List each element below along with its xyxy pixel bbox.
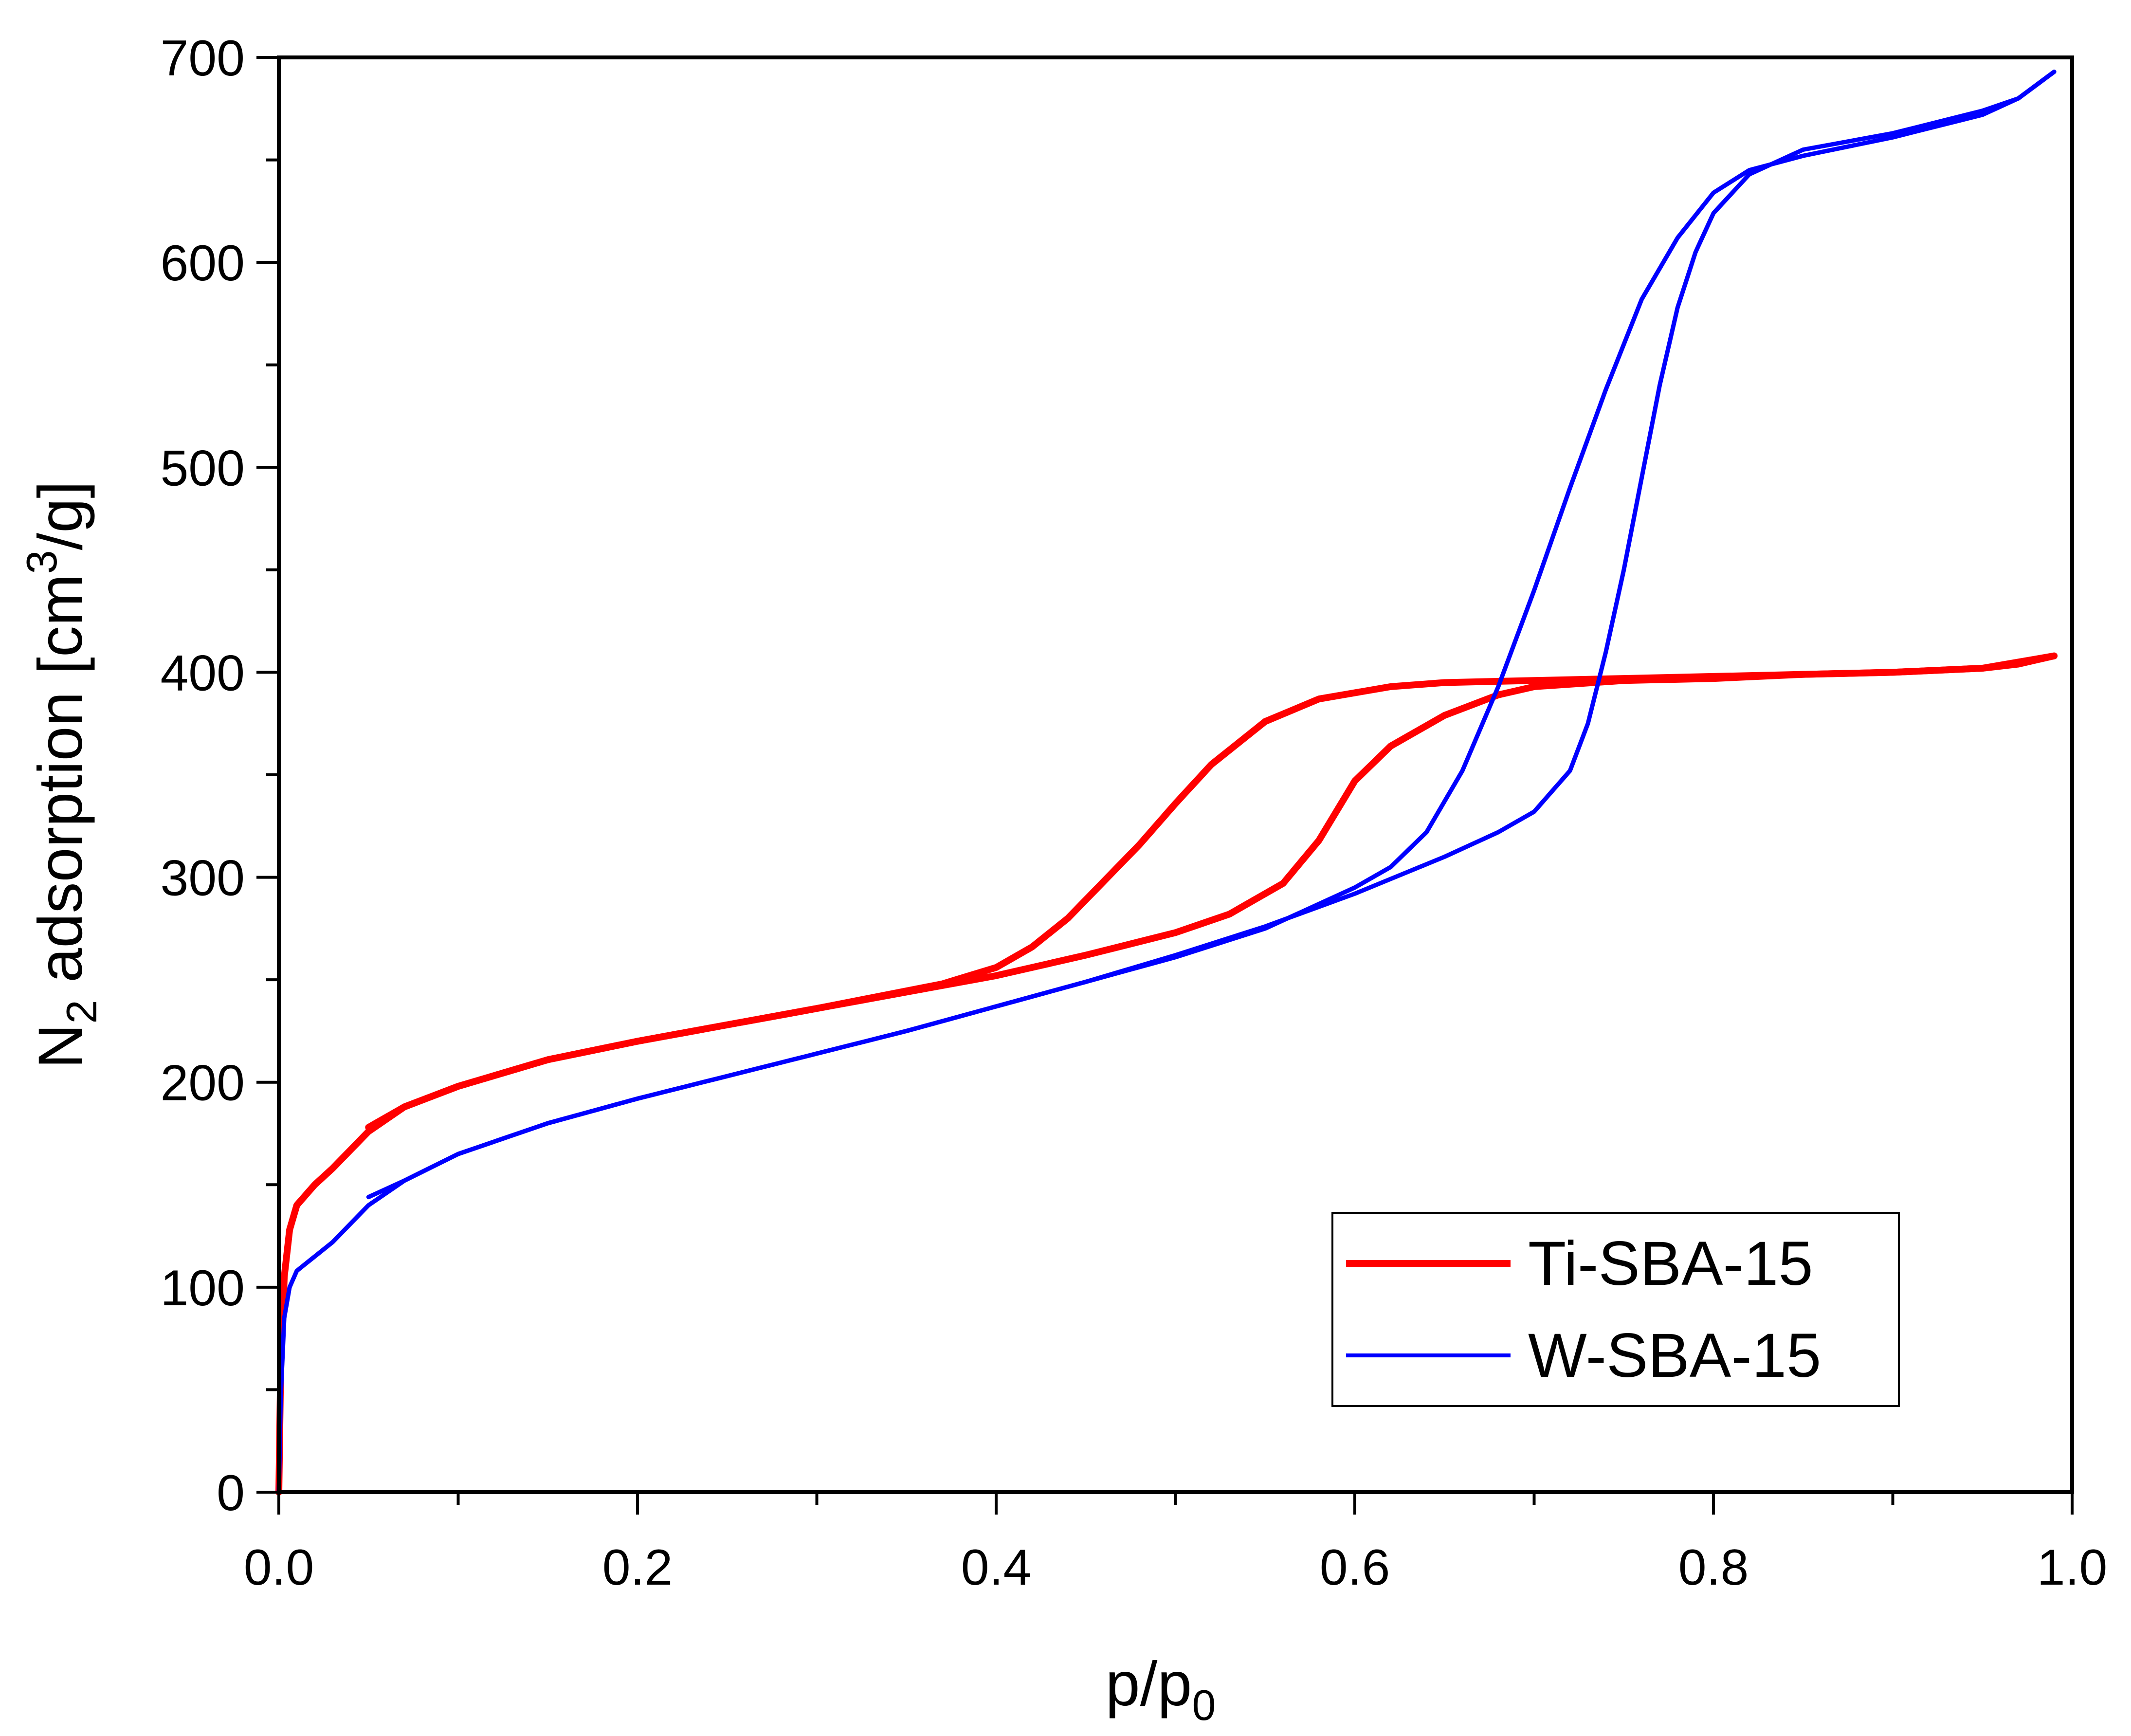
legend: Ti-SBA-15 W-SBA-15	[1331, 1212, 1900, 1407]
y-tick-label: 600	[160, 235, 245, 292]
y-tick-label: 300	[160, 850, 245, 907]
y-tick-label: 500	[160, 440, 245, 496]
legend-label-ti-sba-15: Ti-SBA-15	[1528, 1229, 1813, 1298]
x-tick-label: 0.0	[244, 1539, 314, 1596]
y-tick-label: 100	[160, 1260, 245, 1316]
y-tick-label: 400	[160, 645, 245, 701]
y-tick-label: 700	[160, 30, 245, 87]
y-tick-label: 200	[160, 1055, 245, 1112]
legend-label-w-sba-15: W-SBA-15	[1528, 1321, 1821, 1390]
x-tick-label: 0.6	[1320, 1539, 1390, 1596]
y-axis-title-pre: N	[26, 1023, 95, 1068]
y-axis-title-sub: 2	[57, 1000, 106, 1023]
ticks-layer	[256, 56, 2074, 1515]
x-axis-title: p/p0	[1106, 1649, 1216, 1729]
x-axis-title-main: p/p	[1106, 1649, 1192, 1719]
series-layer	[275, 70, 2058, 1496]
x-tick-label: 1.0	[2037, 1539, 2108, 1596]
series-line-ti-sba-15-desorption	[365, 652, 2058, 1131]
y-axis-title-post: /g]	[26, 481, 95, 550]
ticklabels-layer: 0.0 0.2 0.4 0.6 0.8 1.0 0 100 200 300 400 500 600 700	[160, 30, 2107, 1596]
y-tick-label: 0	[217, 1465, 245, 1521]
legend-box	[1331, 1212, 1900, 1407]
y-axis-title-sup: 3	[18, 550, 66, 574]
y-axis-title: N2 adsorption [cm3/g]	[18, 481, 106, 1069]
x-axis-title-sub: 0	[1192, 1681, 1216, 1729]
x-tick-label: 0.8	[1678, 1539, 1749, 1596]
series-line-w-sba-15-desorption	[366, 70, 2057, 1200]
x-tick-label: 0.2	[602, 1539, 673, 1596]
x-tick-label: 0.4	[961, 1539, 1032, 1596]
y-axis-title-mid: adsorption [cm	[26, 574, 95, 1000]
